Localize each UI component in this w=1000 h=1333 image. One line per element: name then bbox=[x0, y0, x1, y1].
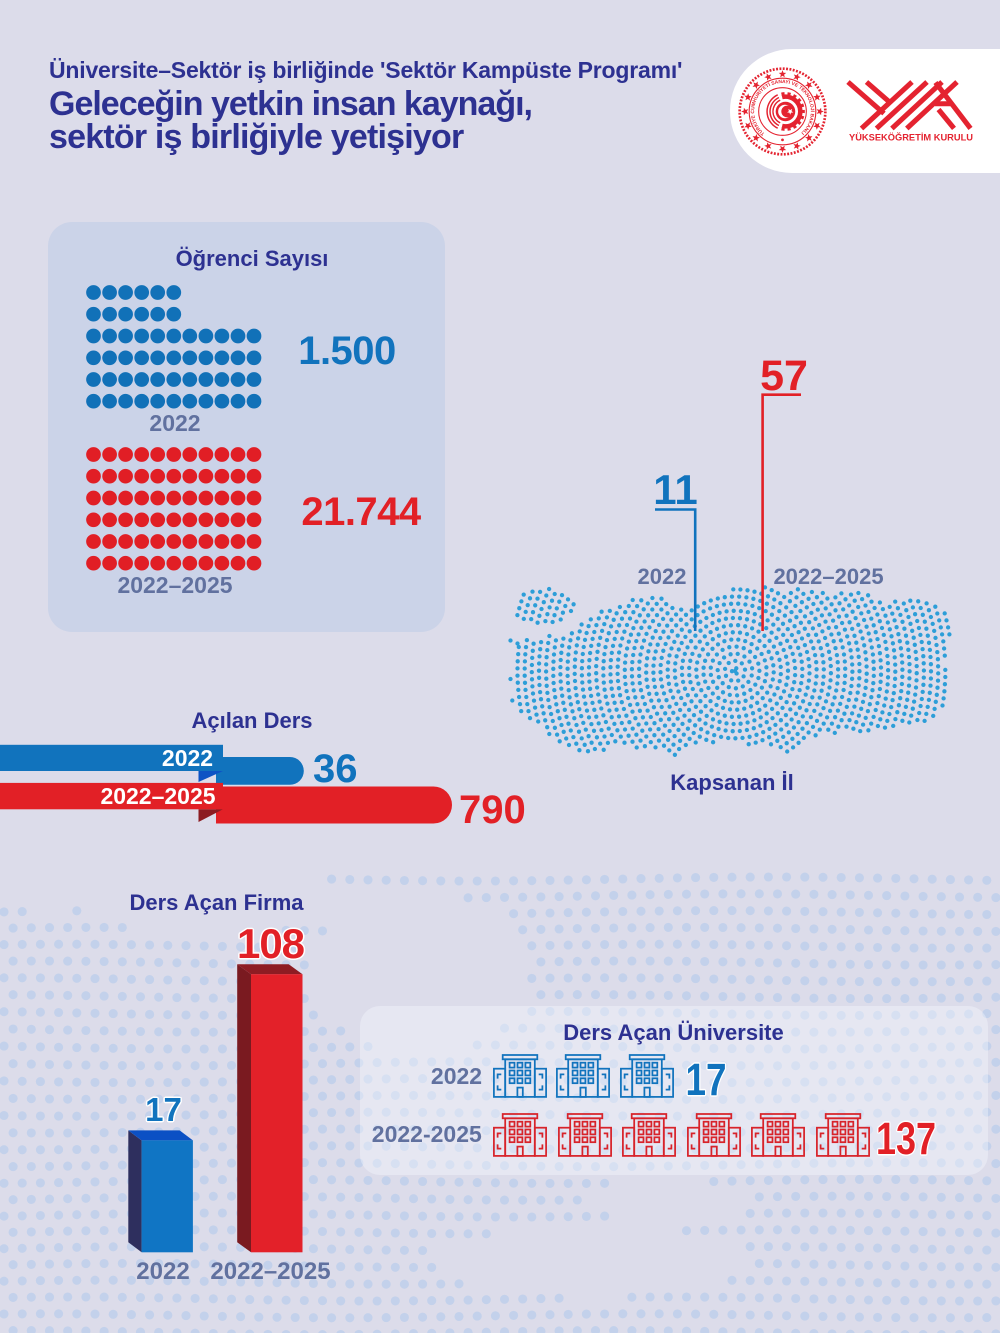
svg-text:YÜKSEKÖĞRETİM KURULU: YÜKSEKÖĞRETİM KURULU bbox=[849, 132, 973, 143]
